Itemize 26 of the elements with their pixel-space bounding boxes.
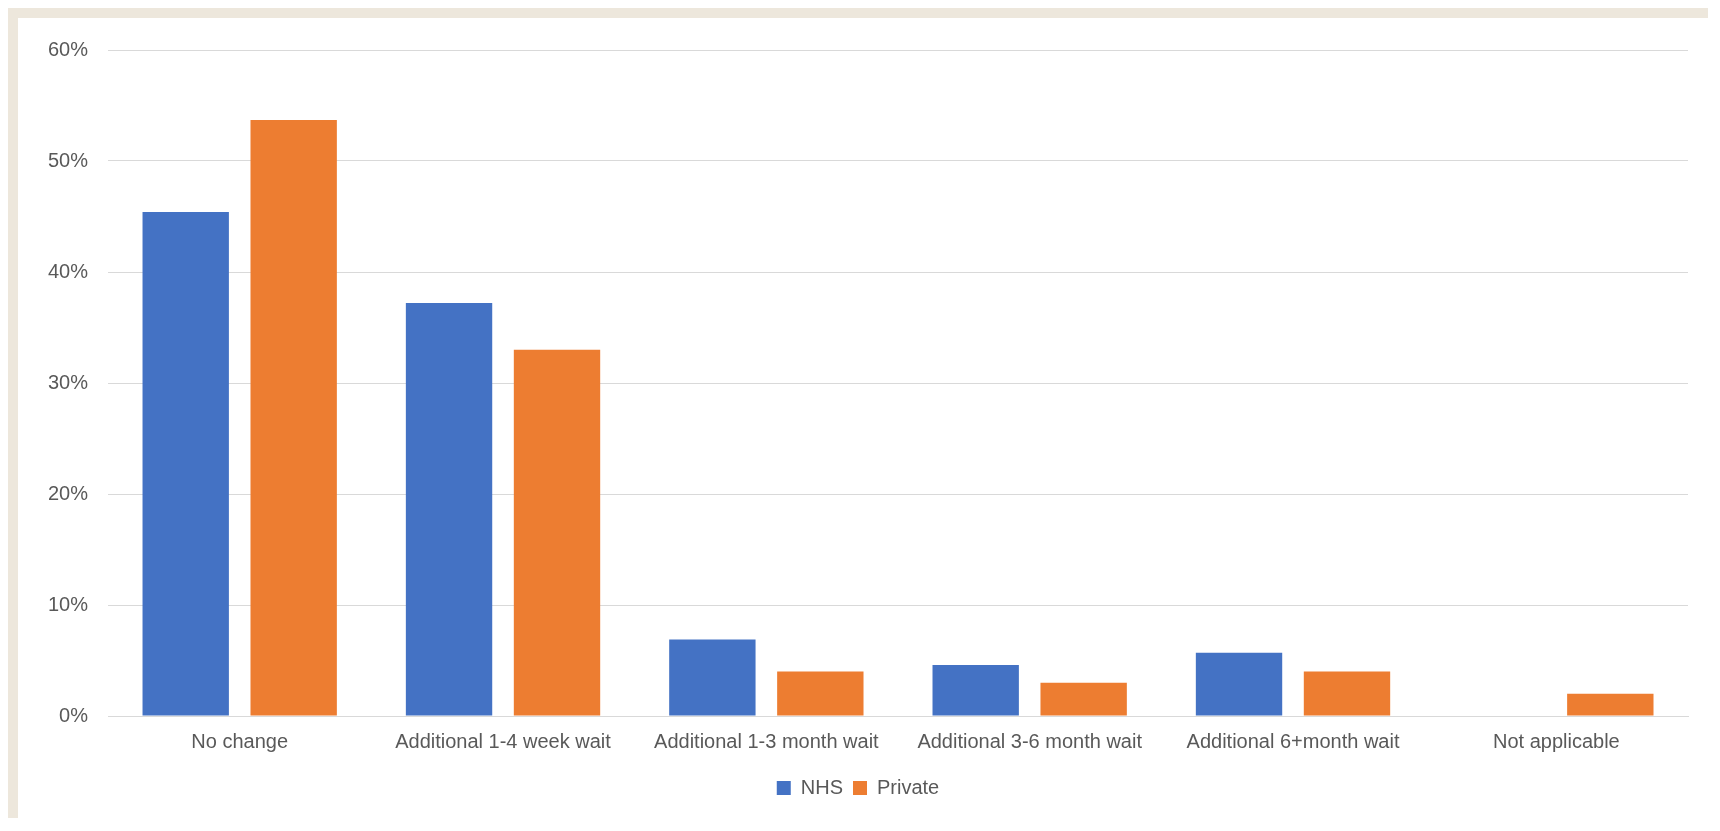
y-tick-label: 50% [48, 148, 89, 171]
bar [405, 303, 493, 716]
bar [1303, 671, 1391, 716]
y-tick-label: 0% [59, 703, 89, 726]
bar [250, 119, 337, 716]
x-tick-label: No change [191, 729, 289, 752]
y-tick-label: 10% [48, 592, 89, 615]
bar [932, 664, 1019, 716]
y-tick-label: 60% [48, 37, 89, 60]
x-tick-label: Additional 6+month wait [1186, 729, 1400, 752]
bar [1567, 693, 1654, 716]
x-tick-label: Not applicable [1492, 729, 1620, 752]
bar [1040, 682, 1127, 716]
bar [142, 212, 229, 716]
y-tick-label: 30% [48, 370, 89, 393]
bar [669, 639, 756, 716]
x-tick-label: Additional 3-6 month wait [917, 729, 1143, 752]
bar [777, 671, 864, 716]
legend-label: NHS [800, 775, 843, 798]
y-tick-label: 40% [48, 259, 89, 282]
bar [1195, 652, 1283, 716]
legend-label: Private [876, 775, 940, 798]
y-tick-label: 20% [48, 481, 89, 504]
x-tick-label: Additional 1-4 week wait [395, 729, 612, 752]
bar [513, 349, 601, 716]
x-tick-label: Additional 1-3 month wait [654, 729, 880, 752]
